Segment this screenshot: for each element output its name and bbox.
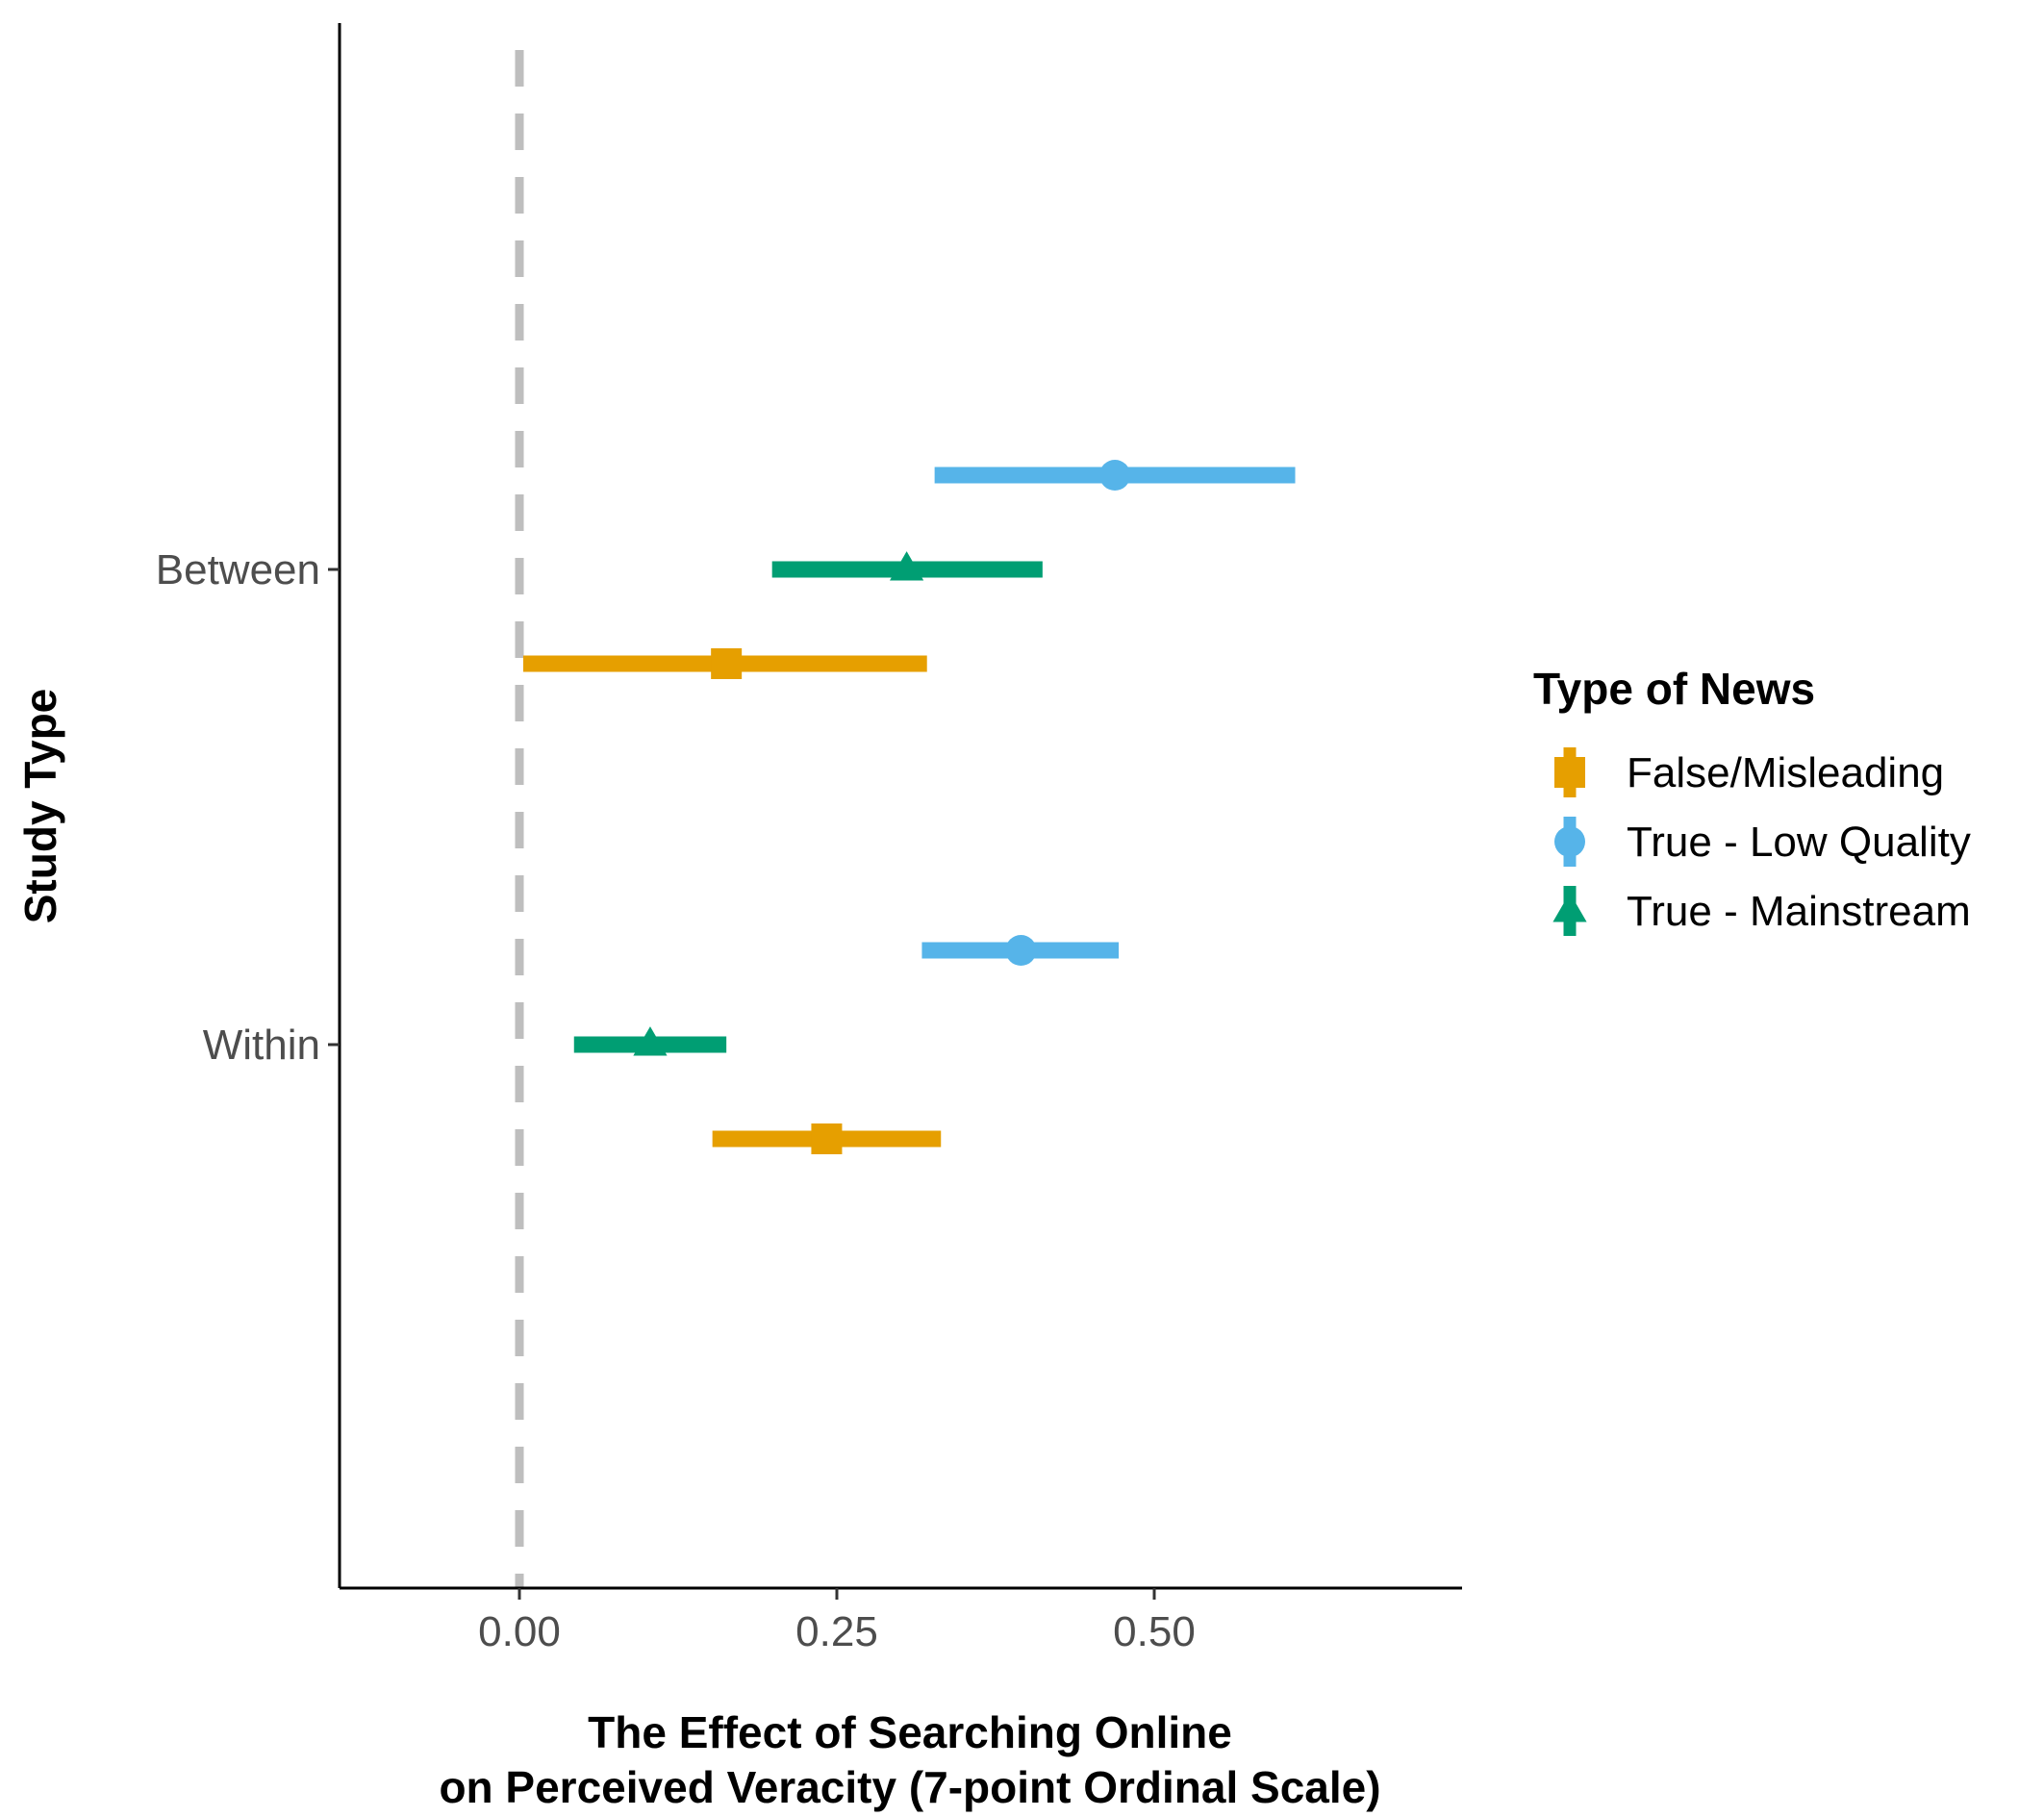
point-estimate-circle (1099, 460, 1131, 491)
legend-label: True - Low Quality (1627, 819, 1971, 866)
legend-label: True - Mainstream (1627, 888, 1971, 935)
legend-key-square (1554, 757, 1585, 788)
x-axis-title-line1: The Effect of Searching Online (588, 1707, 1232, 1757)
point-estimate-circle (1005, 935, 1037, 966)
y-axis-title: Study Type (15, 689, 65, 924)
y-tick-label: Between (156, 546, 320, 593)
legend-label: False/Misleading (1627, 749, 1944, 796)
point-estimate-triangle (633, 1026, 668, 1056)
x-tick-label: 0.50 (1113, 1608, 1196, 1655)
legend-key-circle (1554, 826, 1585, 857)
point-estimate-triangle (890, 551, 924, 581)
legend-key-triangle (1552, 893, 1587, 922)
legend-item: True - Mainstream (1552, 886, 1971, 936)
x-tick-label: 0.00 (478, 1608, 561, 1655)
x-axis-title-line2: on Perceived Veracity (7-point Ordinal S… (439, 1762, 1380, 1812)
point-estimate-square (811, 1123, 843, 1154)
y-tick-label: Within (203, 1022, 320, 1069)
point-estimate-square (711, 648, 743, 679)
x-tick-label: 0.25 (795, 1608, 878, 1655)
legend-item: True - Low Quality (1554, 817, 1971, 867)
legend-item: False/Misleading (1554, 747, 1944, 797)
legend-title: Type of News (1533, 664, 1815, 714)
